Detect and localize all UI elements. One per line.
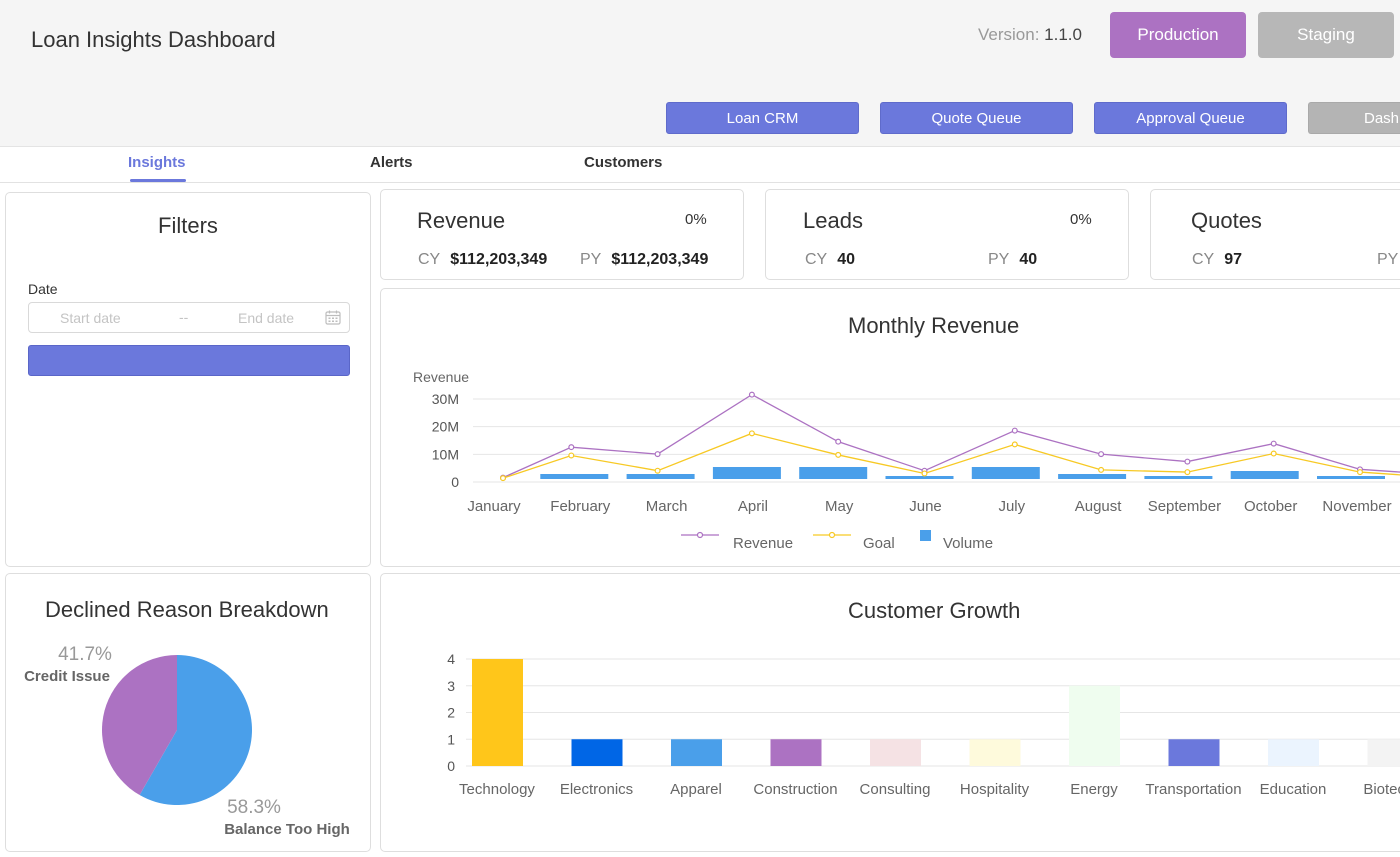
app-header: Loan Insights Dashboard Version: 1.1.0 P… [0,0,1400,147]
kpi-title: Quotes [1191,208,1262,233]
kpi-cy-label: CY [805,251,828,268]
kpi-title: Leads [803,208,863,233]
kpi-previous-year: PY [1377,251,1400,269]
legend-goal-marker [813,531,851,539]
date-range-picker[interactable]: Start date -- End date [28,302,350,333]
filters-title: Filters [158,213,218,238]
calendar-icon[interactable] [325,310,341,325]
kpi-previous-year: PY $112,203,349 [580,251,708,269]
kpi-cy-label: CY [418,251,441,268]
monthly-revenue-card: Monthly Revenue [380,288,1400,567]
legend-goal[interactable]: Goal [863,535,895,552]
kpi-change: 0% [1070,211,1092,228]
filters-card: Filters Date Start date -- End date [5,192,371,567]
kpi-py-value: 40 [1019,251,1038,268]
tab-customers[interactable]: Customers [584,154,663,171]
kpi-card-leads: Leads 0% CY 40 PY 40 [765,189,1129,280]
legend-revenue-marker [681,531,719,539]
kpi-cy-value: 97 [1224,251,1243,268]
tab-insights[interactable]: Insights [128,154,186,171]
kpi-py-label: PY [1377,251,1399,268]
quote-queue-button[interactable]: Quote Queue [880,102,1073,134]
kpi-card-quotes: Quotes CY 97 PY [1150,189,1400,280]
monthly-revenue-title: Monthly Revenue [848,313,1020,338]
customer-growth-card: Customer Growth [380,573,1400,852]
kpi-py-label: PY [580,251,602,268]
production-button[interactable]: Production [1110,12,1246,58]
kpi-cy-value: $112,203,349 [450,251,548,268]
date-label: Date [28,281,58,297]
tab-alerts[interactable]: Alerts [370,154,413,171]
start-date-input[interactable]: Start date [60,310,121,326]
loan-crm-button[interactable]: Loan CRM [666,102,859,134]
approval-queue-button[interactable]: Approval Queue [1094,102,1287,134]
kpi-previous-year: PY 40 [988,251,1037,269]
kpi-cy-label: CY [1192,251,1215,268]
version-info: Version: 1.1.0 [978,25,1082,45]
version-label: Version: [978,25,1040,44]
active-tab-indicator [130,179,186,182]
kpi-current-year: CY $112,203,349 [418,251,547,269]
date-separator: -- [179,309,189,325]
legend-revenue[interactable]: Revenue [733,535,794,552]
tab-bar: Insights Alerts Customers [0,147,1400,183]
legend-volume[interactable]: Volume [943,535,994,552]
kpi-cy-value: 40 [837,251,856,268]
dashboard-button[interactable]: Dash [1308,102,1400,134]
declined-reason-title: Declined Reason Breakdown [45,597,329,622]
kpi-current-year: CY 40 [805,251,855,269]
kpi-change: 0% [685,211,707,228]
kpi-card-revenue: Revenue 0% CY $112,203,349 PY $112,203,349 [380,189,744,280]
staging-button[interactable]: Staging [1258,12,1394,58]
kpi-title: Revenue [417,208,506,233]
apply-filter-button[interactable] [28,345,350,376]
kpi-current-year: CY 97 [1192,251,1242,269]
kpi-py-label: PY [988,251,1010,268]
app-title: Loan Insights Dashboard [31,27,276,52]
customer-growth-title: Customer Growth [848,598,1021,623]
declined-reason-card: Declined Reason Breakdown [5,573,371,852]
legend-volume-marker [920,530,931,541]
version-value: 1.1.0 [1044,25,1082,44]
kpi-py-value: $112,203,349 [611,251,709,268]
end-date-input[interactable]: End date [238,310,295,326]
